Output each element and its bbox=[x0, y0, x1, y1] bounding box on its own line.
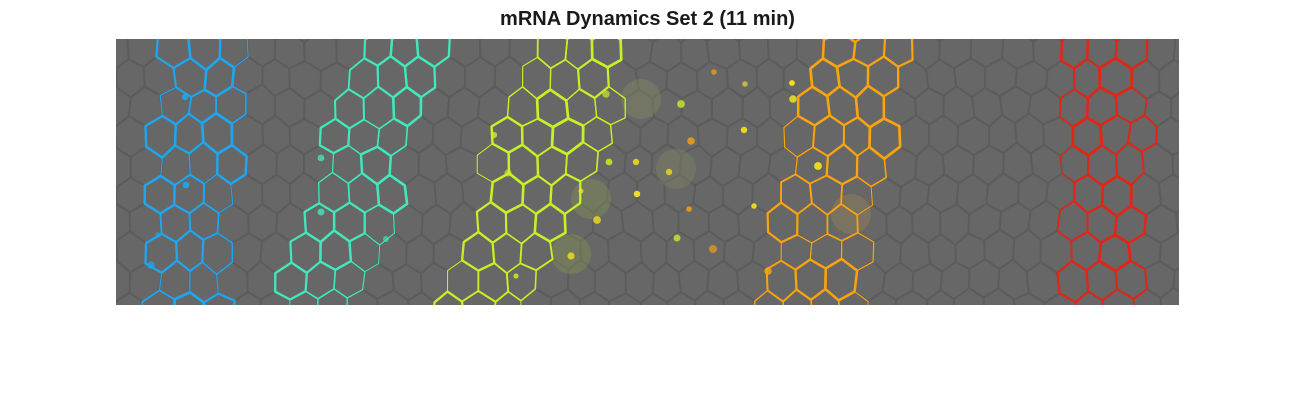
mrna-spot bbox=[317, 208, 325, 216]
mrna-spot bbox=[317, 154, 325, 162]
background-cell-mesh bbox=[116, 39, 1179, 305]
mrna-spot bbox=[633, 190, 641, 198]
mrna-spot bbox=[764, 267, 772, 275]
mrna-spot bbox=[147, 261, 155, 269]
background-cell bbox=[952, 286, 986, 305]
mrna-spot bbox=[711, 69, 717, 75]
cell-glow bbox=[656, 149, 696, 189]
microscopy-image-panel bbox=[116, 39, 1179, 305]
mrna-spot bbox=[593, 216, 601, 224]
mrna-spot bbox=[751, 203, 757, 209]
stripe-cell bbox=[202, 292, 236, 305]
stripe-cell bbox=[754, 289, 785, 305]
background-cell bbox=[926, 288, 956, 305]
stripe-4 bbox=[754, 39, 914, 305]
mrna-spot bbox=[383, 236, 389, 242]
cell-image bbox=[116, 39, 1179, 305]
mrna-spot bbox=[665, 168, 673, 176]
mrna-spot bbox=[687, 137, 695, 145]
mrna-spot bbox=[814, 162, 822, 170]
stripe-cell bbox=[433, 290, 464, 305]
expression-stripes bbox=[141, 39, 1158, 305]
figure-title: mRNA Dynamics Set 2 (11 min) bbox=[500, 8, 795, 30]
mrna-spot bbox=[490, 131, 498, 139]
mrna-spot bbox=[567, 252, 575, 260]
stripe-cell bbox=[289, 290, 319, 305]
mrna-spot bbox=[789, 80, 795, 86]
stripe-cell bbox=[173, 291, 206, 305]
background-cell bbox=[1170, 91, 1179, 124]
background-cell bbox=[407, 290, 436, 305]
background-cell bbox=[1172, 267, 1179, 293]
mrna-spot bbox=[181, 93, 189, 101]
mrna-spot bbox=[605, 158, 613, 166]
mrna-spot bbox=[740, 126, 748, 134]
stripe-cell bbox=[317, 288, 349, 305]
stripe-3 bbox=[433, 39, 626, 305]
stripe-1 bbox=[141, 39, 249, 305]
mrna-spot bbox=[632, 158, 640, 166]
mrna-spot bbox=[578, 188, 584, 194]
mrna-spot bbox=[182, 181, 190, 189]
mrna-spot bbox=[155, 232, 161, 238]
mrna-spot bbox=[504, 169, 512, 177]
stripe-2 bbox=[274, 39, 451, 305]
cell-glow bbox=[621, 79, 661, 119]
background-cell bbox=[722, 289, 756, 305]
background-cell bbox=[1159, 286, 1179, 305]
stripe-5 bbox=[1056, 39, 1158, 305]
stripe-cell bbox=[838, 291, 869, 305]
cell-glow bbox=[571, 179, 611, 219]
mrna-spot bbox=[709, 245, 717, 253]
background-cell bbox=[1012, 291, 1046, 305]
background-cell bbox=[578, 290, 611, 305]
mrna-spot bbox=[742, 81, 748, 87]
background-cell bbox=[639, 292, 669, 305]
stripe-cell bbox=[494, 291, 522, 305]
background-cell bbox=[607, 292, 642, 305]
cell-glow-layer bbox=[551, 79, 871, 274]
mrna-spots bbox=[147, 69, 822, 279]
background-cell bbox=[116, 291, 144, 305]
mrna-spot bbox=[789, 95, 797, 103]
cell-glow bbox=[831, 194, 871, 234]
stripe-cell bbox=[1101, 288, 1135, 305]
background-cell bbox=[1175, 209, 1179, 236]
mrna-spot bbox=[686, 206, 692, 212]
mrna-spot bbox=[513, 273, 519, 279]
mrna-spot bbox=[602, 90, 610, 98]
mrna-spot bbox=[677, 100, 685, 108]
mrna-spot bbox=[673, 234, 681, 242]
